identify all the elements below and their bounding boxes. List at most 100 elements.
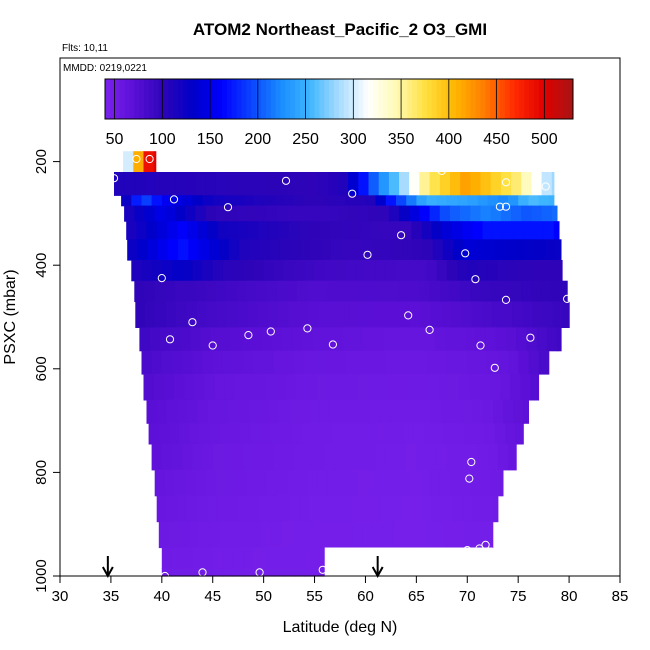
heatmap-cell <box>482 495 494 523</box>
heatmap-cell <box>399 280 410 302</box>
colorbar-segment <box>392 79 399 119</box>
heatmap-cell <box>197 495 209 523</box>
y-tick-label: 400 <box>33 253 50 278</box>
heatmap-cell <box>338 205 349 222</box>
heatmap-cell <box>423 423 435 445</box>
heatmap-cell <box>243 443 255 471</box>
x-tick-label: 30 <box>52 588 69 605</box>
heatmap-cell <box>450 280 461 302</box>
heatmap-cell <box>451 301 462 328</box>
heatmap-cell <box>500 205 512 222</box>
heatmap-cell <box>327 172 339 196</box>
heatmap-cell <box>145 301 157 328</box>
colorbar-tick-label: 100 <box>149 131 176 148</box>
colorbar-segment <box>275 79 282 119</box>
heatmap-cell <box>413 423 425 445</box>
heatmap-cell <box>202 568 214 577</box>
heatmap-cell <box>441 495 453 523</box>
heatmap-cell <box>175 172 186 196</box>
heatmap-cell <box>358 172 370 196</box>
heatmap-cell <box>188 239 200 261</box>
heatmap-cell <box>319 399 331 424</box>
colorbar-segment <box>485 79 491 119</box>
heatmap-cell <box>256 172 268 196</box>
heatmap-cell <box>194 374 206 401</box>
heatmap-cell <box>266 469 278 497</box>
heatmap-cell <box>170 327 181 352</box>
heatmap-cell <box>497 260 509 282</box>
heatmap-cell <box>426 350 438 375</box>
heatmap-cell <box>452 495 463 523</box>
colorbar-segment <box>548 79 555 119</box>
heatmap-cell <box>329 495 341 523</box>
heatmap-cell <box>287 469 298 497</box>
heatmap-cell <box>461 301 472 328</box>
heatmap-cell <box>154 205 166 222</box>
heatmap-cell <box>474 521 486 549</box>
colorbar <box>104 78 574 120</box>
colorbar-segment <box>421 79 428 119</box>
heatmap-cell <box>406 260 417 282</box>
heatmap-cell <box>396 443 407 471</box>
heatmap-cell <box>287 280 298 302</box>
heatmap-cell <box>452 399 463 424</box>
heatmap-cell <box>236 280 247 302</box>
flight-point <box>475 544 484 553</box>
heatmap-cell <box>492 221 504 240</box>
heatmap-cell <box>487 443 499 471</box>
colorbar-segment <box>134 79 140 119</box>
heatmap-cell <box>429 280 441 302</box>
heatmap-cell <box>470 172 482 196</box>
heatmap-cell <box>240 423 251 445</box>
heatmap-cell <box>406 350 417 375</box>
heatmap-cell <box>500 280 512 302</box>
heatmap-cell <box>195 280 207 302</box>
heatmap-cell <box>450 172 461 196</box>
heatmap-cell <box>477 350 489 375</box>
heatmap-cell <box>158 521 170 549</box>
heatmap-cell <box>457 350 468 375</box>
heatmap-cell <box>421 399 433 424</box>
heatmap-cell <box>228 495 239 523</box>
heatmap-cell <box>157 239 169 261</box>
heatmap-cell <box>372 521 384 549</box>
heatmap-cell <box>237 301 248 328</box>
colorbar-tick-label: 450 <box>483 131 510 148</box>
heatmap-cell <box>189 521 201 549</box>
heatmap-cell <box>317 205 329 222</box>
heatmap-cell <box>317 280 329 302</box>
heatmap-cell <box>182 260 193 282</box>
colorbar-tick-label: 200 <box>244 131 271 148</box>
heatmap-cell <box>146 399 158 424</box>
flight-point <box>526 333 535 342</box>
heatmap-cell <box>311 423 323 445</box>
heatmap-cell <box>500 172 512 196</box>
heatmap-cell <box>423 521 435 549</box>
heatmap-cell <box>426 260 438 282</box>
heatmap-cell <box>380 495 392 523</box>
heatmap-cell <box>186 301 198 328</box>
heatmap-cell <box>477 443 489 471</box>
colorbar-segment <box>183 79 189 119</box>
heatmap-cell <box>409 205 420 222</box>
heatmap-cell <box>304 547 316 569</box>
heatmap-cell <box>399 172 410 196</box>
heatmap-cell <box>299 495 311 523</box>
colorbar-segment <box>222 79 228 119</box>
y-tick-label: 1000 <box>33 559 50 592</box>
heatmap-cell <box>222 260 234 282</box>
heatmap-cell <box>273 260 285 282</box>
heatmap-cell <box>239 239 250 261</box>
flight-point <box>208 341 217 350</box>
heatmap-cell <box>243 195 255 207</box>
heatmap-cell <box>500 469 504 497</box>
heatmap-cell <box>253 260 265 282</box>
colorbar-segment <box>563 79 569 119</box>
colorbar-segment <box>187 79 194 119</box>
heatmap-cell <box>403 423 414 445</box>
heatmap-cell <box>131 260 143 282</box>
heatmap-cell <box>247 301 259 328</box>
heatmap-cell <box>455 327 466 352</box>
heatmap-cell <box>168 521 180 549</box>
heatmap-cell <box>307 172 319 196</box>
